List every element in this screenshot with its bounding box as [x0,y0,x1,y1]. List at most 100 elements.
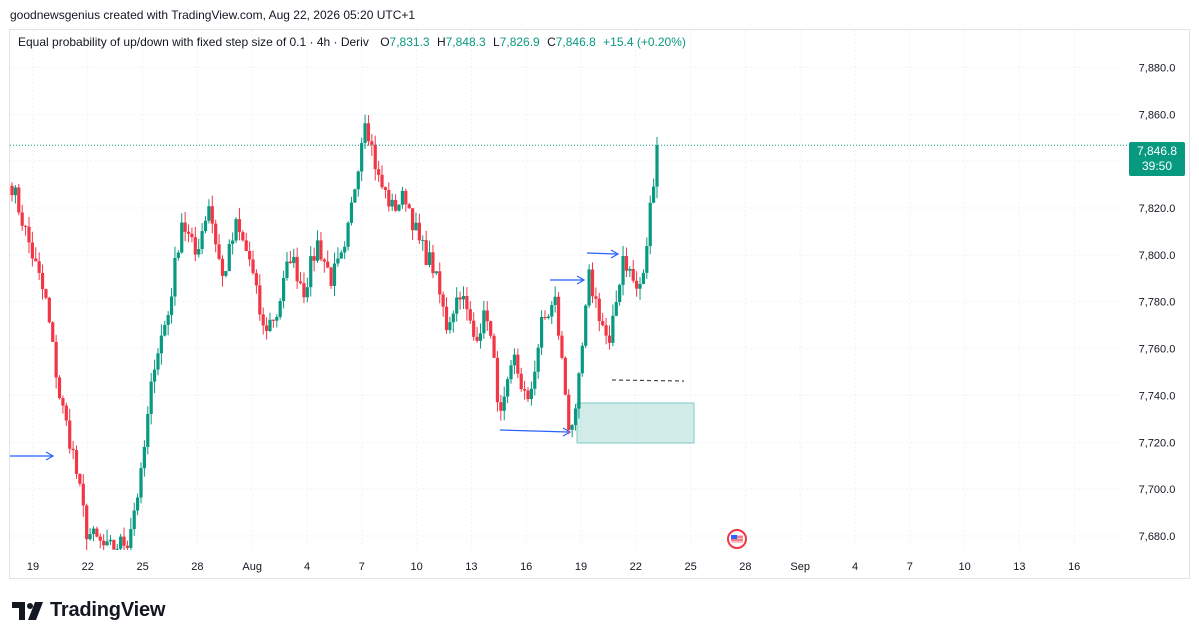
arrow-left-edge-head [45,451,55,461]
candle [81,474,85,517]
candle [98,533,102,549]
candle [377,160,381,182]
candle [186,224,191,243]
legend-open-value: 7,831.3 [389,35,430,49]
candle [444,297,449,334]
candle [601,313,605,327]
x-tick-label: 28 [191,561,203,573]
candle [543,310,547,320]
candle [166,311,170,336]
candle [550,301,554,324]
candle [475,326,479,343]
candle [217,234,221,261]
candle [434,270,438,276]
candle [30,231,34,267]
candle [265,317,269,340]
candle [214,219,218,253]
candle [641,269,646,285]
y-tick-label: 7,880.0 [1139,62,1176,74]
candle [363,114,367,150]
y-tick-label: 7,680.0 [1139,531,1176,543]
candle [370,134,374,156]
candle [95,526,99,538]
y-tick-label: 7,800.0 [1139,250,1176,262]
candle [17,184,21,216]
candles [10,114,659,550]
legend-high-value: 7,848.3 [445,35,486,49]
candle [112,539,116,550]
x-tick-label: 4 [304,561,310,573]
candle [349,196,354,226]
chart-frame[interactable] [9,29,1190,579]
candle [546,314,550,320]
candle [577,372,581,419]
candle [536,343,540,379]
candle [502,386,506,421]
tradingview-logo[interactable]: TradingView [12,599,165,622]
candle [343,241,347,260]
y-tick-label: 7,820.0 [1139,203,1176,215]
y-tick-label: 7,720.0 [1139,437,1176,449]
x-tick-label: 7 [359,561,365,573]
candle [360,137,364,181]
y-tick-label: 7,860.0 [1139,109,1176,121]
candle [645,237,649,279]
candle [78,473,82,487]
candle [108,534,113,545]
candle [68,408,72,454]
candle [495,351,500,412]
candle [410,208,415,240]
candle [421,235,425,251]
x-tick-label: 25 [684,561,696,573]
candle [234,217,238,244]
candle [614,290,618,317]
candle [23,224,28,236]
x-tick-label: 7 [907,561,913,573]
candle [556,292,561,340]
candle [37,252,41,280]
candle [529,381,533,406]
candle [292,248,296,268]
candle [567,389,571,435]
candle [438,262,442,304]
candle [173,246,177,306]
candle [74,445,79,479]
candle [319,231,323,262]
candle [512,348,517,375]
candle [288,250,292,264]
x-tick-label: 28 [739,561,751,573]
candle [142,440,146,477]
economic-event-icon[interactable] [727,529,747,549]
candle [139,462,143,504]
arrow-top [586,252,618,255]
candle [652,178,656,204]
candle [183,211,187,242]
candle [220,255,225,287]
x-tick-label: 22 [630,561,642,573]
candle [152,359,157,394]
candle [356,170,360,197]
legend-change: +15.4 (+0.20%) [603,35,686,49]
dashed-level-line [611,379,685,382]
candle [407,202,411,209]
candle [499,394,503,421]
candle [519,367,523,392]
candle [146,406,150,455]
candle [149,373,153,425]
candle [285,252,289,281]
candle [322,257,326,273]
candle [312,247,316,272]
candle [339,250,343,259]
demand-zone [576,402,695,444]
candle [404,188,408,212]
candle [13,185,17,204]
candle [224,271,228,278]
candle [590,262,595,304]
candle [638,277,642,300]
candle [516,348,520,379]
candle [631,259,635,283]
candle [580,342,584,377]
candle [71,440,75,460]
candle [624,247,629,278]
